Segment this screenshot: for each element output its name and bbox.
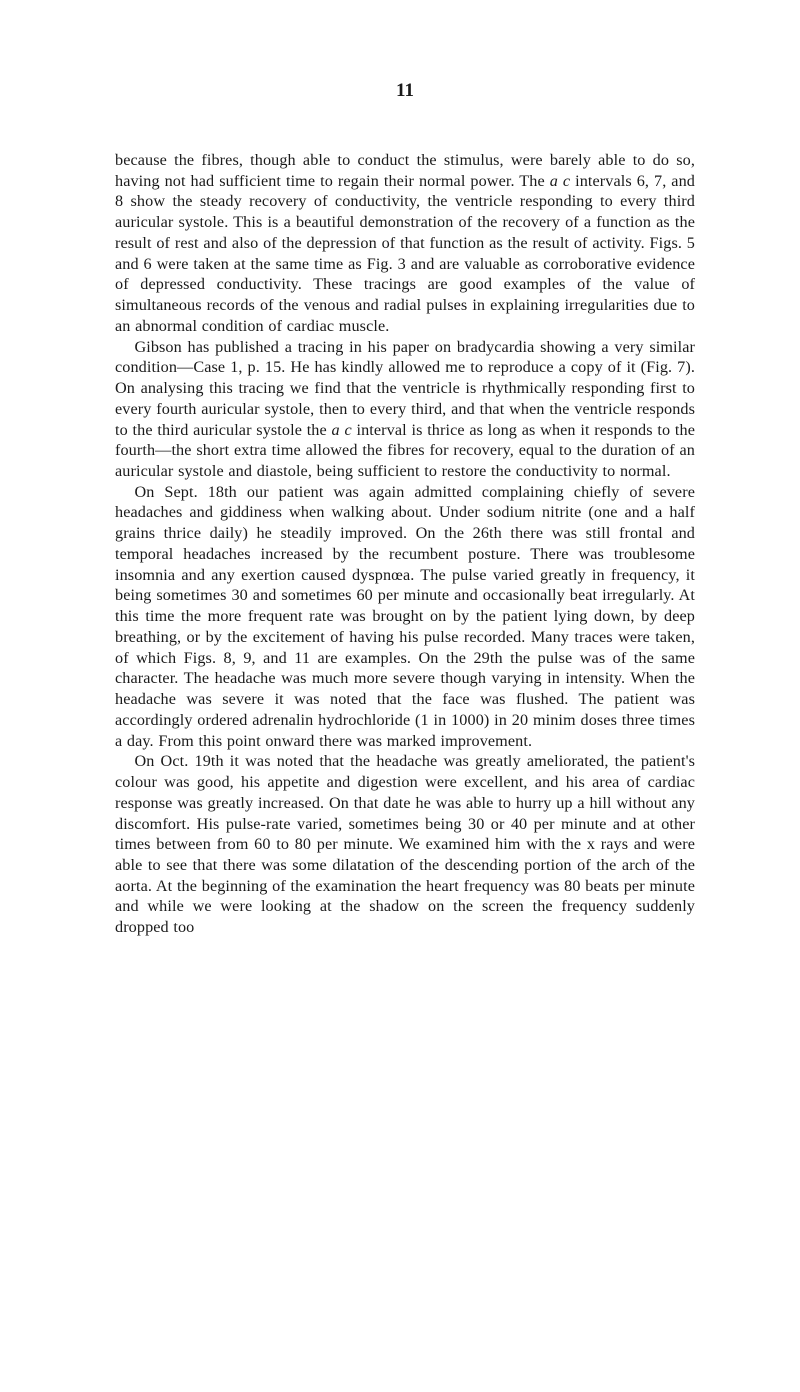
body-text-block: because the fibres, though able to condu… <box>115 150 695 938</box>
paragraph: On Oct. 19th it was noted that the heada… <box>115 751 695 938</box>
page-number: 11 <box>115 80 695 102</box>
paragraph: Gibson has published a tracing in his pa… <box>115 337 695 482</box>
paragraph: On Sept. 18th our patient was again admi… <box>115 482 695 752</box>
document-page: 11 because the fibres, though able to co… <box>0 0 800 1392</box>
paragraph: because the fibres, though able to condu… <box>115 150 695 337</box>
